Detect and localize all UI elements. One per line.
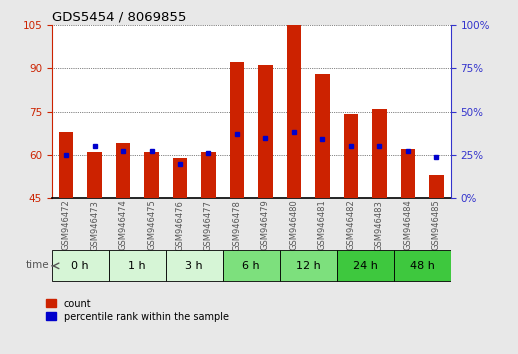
Legend: count, percentile rank within the sample: count, percentile rank within the sample: [46, 299, 229, 321]
Bar: [287, 25, 301, 198]
Bar: [344, 114, 358, 198]
Bar: [230, 62, 244, 198]
Text: 1 h: 1 h: [128, 261, 146, 271]
Text: 12 h: 12 h: [296, 261, 321, 271]
Text: 24 h: 24 h: [353, 261, 378, 271]
Bar: [116, 143, 130, 198]
Text: 3 h: 3 h: [185, 261, 203, 271]
Bar: [258, 65, 272, 198]
Bar: [372, 109, 386, 198]
Bar: [429, 175, 443, 198]
Text: 0 h: 0 h: [71, 261, 89, 271]
Bar: [145, 152, 159, 198]
Bar: [173, 158, 187, 198]
Text: time: time: [25, 261, 49, 270]
Bar: [88, 152, 102, 198]
Bar: [337, 250, 394, 281]
Bar: [280, 250, 337, 281]
Bar: [52, 250, 109, 281]
Bar: [166, 250, 223, 281]
Text: 48 h: 48 h: [410, 261, 435, 271]
Text: GDS5454 / 8069855: GDS5454 / 8069855: [52, 11, 186, 24]
Bar: [59, 132, 73, 198]
Bar: [223, 250, 280, 281]
Text: 6 h: 6 h: [242, 261, 260, 271]
Bar: [202, 152, 215, 198]
Bar: [315, 74, 329, 198]
Bar: [394, 250, 451, 281]
Bar: [109, 250, 166, 281]
Bar: [401, 149, 415, 198]
